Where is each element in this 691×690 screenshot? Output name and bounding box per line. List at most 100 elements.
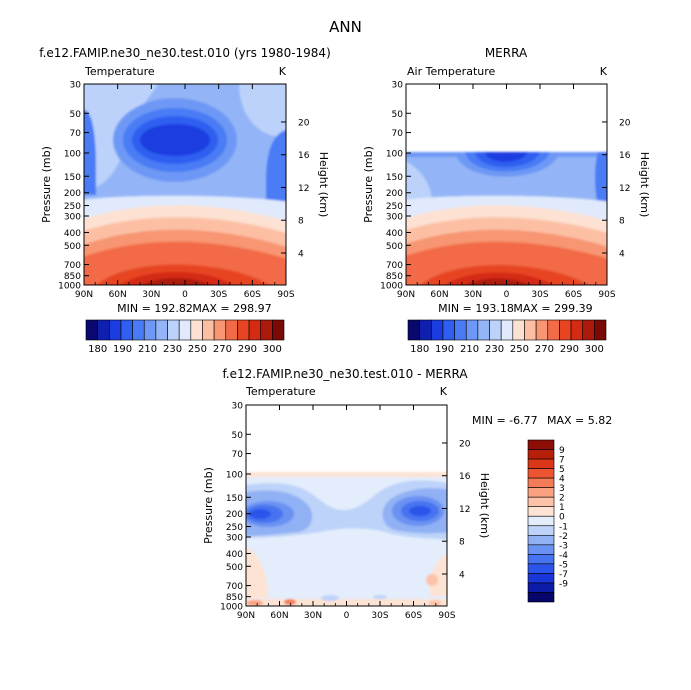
x-tick-label: 60S [244,290,261,300]
right-string: K [279,65,287,78]
colorbar-swatch [442,319,455,341]
y2-tick-label: 16 [619,151,631,161]
y-axis-label: Pressure (mb) [40,146,53,223]
colorbar-label: 1 [559,503,565,513]
y2-tick-label: 4 [459,570,465,580]
colorbar-swatch [477,319,490,341]
x-tick-label: 0 [504,290,510,300]
min-label: MIN = 193.18 [438,302,514,315]
colorbar-label: -7 [559,570,568,580]
panel-title: f.e12.FAMIP.ne30_ne30.test.010 - MERRA [222,367,468,381]
right-string: K [440,385,448,398]
y-tick-label: 1000 [380,282,403,292]
field-band [284,599,296,605]
colorbar-label: 270 [535,344,554,355]
field-band [321,595,339,601]
y-tick-label: 150 [64,173,81,183]
x-tick-label: 60N [109,290,127,300]
colorbar-swatch [527,487,555,498]
colorbar-label: 2 [559,494,565,504]
panel-diff: f.e12.FAMIP.ne30_ne30.test.010 - MERRA T… [202,367,612,621]
y2-tick-label: 20 [459,439,471,449]
y-tick-label: 30 [232,402,244,412]
y-tick-label: 50 [232,431,244,441]
y-tick-label: 50 [392,110,404,120]
colorbar-swatch [237,319,250,341]
colorbar-label: 9 [559,446,565,456]
left-string: Temperature [245,385,316,398]
colorbar-swatch [202,319,215,341]
colorbar-swatch [527,554,555,565]
y-tick-label: 400 [386,229,403,239]
colorbar-label: -5 [559,560,568,570]
y-tick-label: 500 [64,242,81,252]
y-tick-label: 30 [70,81,82,91]
y-tick-label: 500 [386,242,403,252]
colorbar-label: 7 [559,456,565,466]
y-tick-label: 100 [64,150,81,160]
field-band [485,152,528,162]
colorbar-label: 300 [263,344,282,355]
y-tick-label: 200 [64,189,81,199]
colorbar-swatch [465,319,479,341]
y-tick-label: 500 [226,563,243,573]
colorbar-swatch [582,319,595,341]
y2-tick-label: 12 [459,505,470,515]
y2-tick-label: 12 [298,184,309,194]
colorbar-swatch [527,449,555,460]
colorbar-swatch [527,515,555,527]
field-band [373,595,387,599]
colorbar-swatch [527,563,555,574]
field-band [266,130,286,205]
colorbar-swatch [167,319,180,341]
colorbar-swatch [419,319,432,341]
y-tick-label: 30 [392,81,404,91]
colorbar-label: 250 [510,344,529,355]
y2-tick-label: 20 [619,118,631,128]
min-label: MIN = -6.77 [472,414,538,427]
x-tick-label: 90S [598,290,615,300]
y-tick-label: 400 [64,229,81,239]
colorbar-swatch [407,319,420,341]
y-tick-label: 1000 [220,603,243,613]
colorbar-swatch [527,439,555,450]
field-band [595,152,607,205]
y-tick-label: 70 [232,450,244,460]
colorbar-label: 4 [559,475,565,485]
y-axis-label: Pressure (mb) [202,467,215,544]
y2-tick-label: 4 [298,249,304,259]
colorbar-swatch [535,319,549,341]
y-tick-label: 200 [226,510,243,520]
colorbar-swatch [527,477,555,488]
colorbar-swatch [524,319,537,341]
x-tick-label: 90N [75,290,93,300]
x-tick-label: 30S [531,290,548,300]
x-tick-label: 0 [182,290,188,300]
colorbar-swatch [454,319,467,341]
panel-obs: MERRA Air Temperature K [362,46,651,355]
x-tick-label: 60N [270,611,288,621]
field-band [239,84,286,137]
colorbar-swatch [527,534,555,546]
x-tick-label: 30S [210,290,227,300]
y-tick-label: 850 [386,272,403,282]
colorbar-label: 230 [485,344,504,355]
colorbar-swatch [260,319,273,341]
colorbar-label: 0 [559,513,565,523]
colorbar-swatch [527,468,555,479]
y2-tick-label: 20 [298,118,310,128]
colorbar-label: 300 [585,344,604,355]
colorbar-swatch [272,319,285,341]
colorbar-label: -9 [559,579,568,589]
colorbar-label: 250 [188,344,207,355]
x-tick-label: 0 [344,611,350,621]
panel-model: f.e12.FAMIP.ne30_ne30.test.010 (yrs 1980… [39,46,331,355]
y-tick-label: 400 [226,550,243,560]
colorbar-swatch [85,319,98,341]
colorbar-swatch [97,319,110,341]
y-tick-label: 70 [70,129,82,139]
colorbar-label: 190 [435,344,454,355]
colorbar-swatch [190,319,203,341]
field-band [409,506,431,516]
